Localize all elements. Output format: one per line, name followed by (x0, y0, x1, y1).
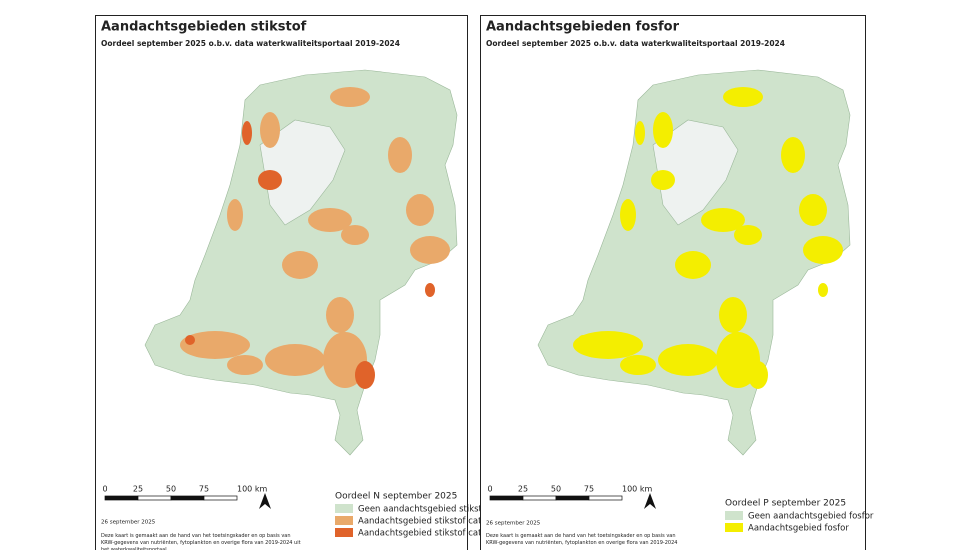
scale-label: 50 (166, 485, 176, 494)
north-arrow (259, 493, 271, 509)
legend-swatch (725, 523, 743, 532)
area (260, 112, 280, 148)
area (620, 355, 656, 375)
area (265, 344, 325, 376)
area (818, 283, 828, 297)
legend-label: Geen aandachtsgebied stikstof (358, 505, 491, 515)
scale-segment (522, 495, 557, 501)
scale-label: 0 (487, 485, 492, 494)
scale-segment (203, 495, 238, 501)
scale-segment (170, 495, 205, 501)
note: Deze kaart is gemaakt aan de hand van he… (486, 533, 677, 546)
area (242, 121, 252, 145)
area (185, 335, 195, 345)
area (803, 236, 843, 264)
legend-label: Aandachtsgebied fosfor (748, 524, 849, 534)
map-title: Aandachtsgebieden fosfor (486, 20, 680, 35)
area (701, 208, 745, 232)
scale-segment (137, 495, 172, 501)
area (675, 251, 711, 279)
area (425, 283, 435, 297)
area (719, 297, 747, 333)
date: 26 september 2025 (486, 521, 541, 527)
scale-label: 100 km (237, 485, 267, 494)
north-arrow (644, 493, 656, 509)
area (799, 194, 827, 226)
legend-label: Aandachtsgebied stikstof cat. 2 (358, 529, 492, 539)
area (781, 137, 805, 173)
area (341, 225, 369, 245)
legend-swatch (335, 516, 353, 525)
scale-label: 25 (518, 485, 528, 494)
area (573, 331, 643, 359)
legend-title: Oordeel P september 2025 (725, 499, 846, 509)
area (578, 335, 588, 345)
legend-label: Geen aandachtsgebied fosfor (748, 512, 874, 522)
legend-swatch (335, 528, 353, 537)
area (651, 170, 675, 190)
map-title: Aandachtsgebieden stikstof (101, 20, 307, 35)
legend-label: Aandachtsgebied stikstof cat. 1 (358, 517, 492, 527)
scale-label: 0 (102, 485, 107, 494)
map-panel: Aandachtsgebieden stikstof Oordeel septem… (95, 15, 492, 550)
area (355, 361, 375, 389)
map-panel: Aandachtsgebieden fosfor Oordeel septembe… (480, 15, 874, 550)
area (658, 344, 718, 376)
map (144, 69, 458, 456)
scale-label: 25 (133, 485, 143, 494)
scale-label: 75 (199, 485, 209, 494)
scale-label: 75 (584, 485, 594, 494)
area (723, 87, 763, 107)
scale-segment (489, 495, 524, 501)
legend-swatch (335, 504, 353, 513)
note: Deze kaart is gemaakt aan de hand van he… (101, 533, 301, 550)
area (406, 194, 434, 226)
scale-label: 50 (551, 485, 561, 494)
area (227, 355, 263, 375)
area (635, 121, 645, 145)
area (388, 137, 412, 173)
scale-segment (555, 495, 590, 501)
area (330, 87, 370, 107)
scale-segment (104, 495, 139, 501)
area (227, 199, 243, 231)
area (180, 331, 250, 359)
area (258, 170, 282, 190)
area (410, 236, 450, 264)
map-subtitle: Oordeel september 2025 o.b.v. data water… (486, 39, 785, 48)
legend-title: Oordeel N september 2025 (335, 492, 457, 502)
map-subtitle: Oordeel september 2025 o.b.v. data water… (101, 39, 400, 48)
date: 26 september 2025 (101, 520, 156, 526)
scale-label: 100 km (622, 485, 652, 494)
legend-swatch (725, 511, 743, 520)
area (653, 112, 673, 148)
area (620, 199, 636, 231)
area (748, 361, 768, 389)
map (537, 69, 851, 456)
area (308, 208, 352, 232)
area (282, 251, 318, 279)
scale-segment (588, 495, 623, 501)
area (734, 225, 762, 245)
area (326, 297, 354, 333)
